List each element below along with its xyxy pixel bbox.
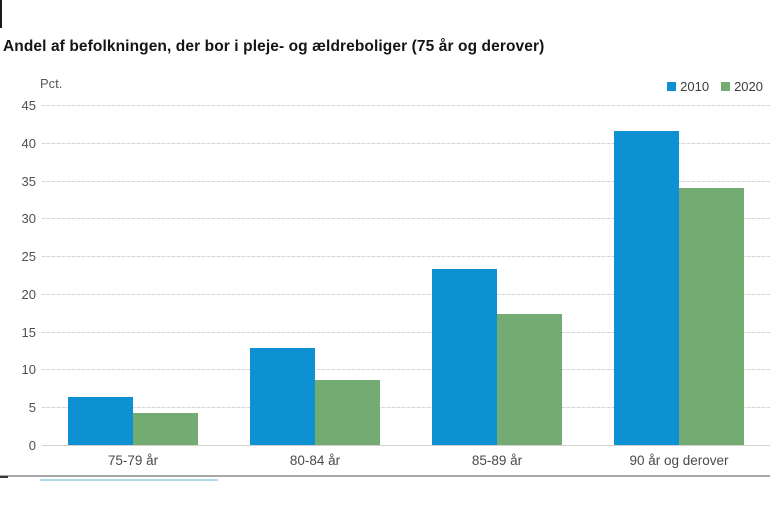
y-tick-label-25: 25 — [21, 249, 36, 265]
plot-area: 45 40 35 30 25 20 15 10 5 0 75-79 år 80-84 år 85-89 … — [22, 99, 770, 468]
legend-swatch-2020 — [721, 82, 731, 91]
gridline-30 — [42, 218, 770, 220]
bottom-divider-line — [0, 475, 770, 477]
y-tick-label-45: 45 — [21, 98, 36, 113]
gridline-10 — [42, 369, 770, 371]
y-tick-label-30: 30 — [21, 211, 36, 227]
bottom-blue-underline — [40, 479, 218, 481]
gridline-15 — [42, 331, 770, 333]
y-tick-label-35: 35 — [21, 173, 36, 189]
bar-2010-80-84-år — [250, 348, 315, 445]
legend-swatch-2010 — [667, 82, 677, 91]
x-tick-label-85-89-år: 85-89 år — [471, 453, 523, 468]
bar-2020-80-84-år — [315, 380, 380, 445]
y-tick-label-10: 10 — [21, 362, 36, 378]
y-tick-label-20: 20 — [21, 286, 36, 302]
gridline-45 — [42, 105, 770, 106]
x-axis-baseline — [42, 445, 770, 446]
bar-2020-90-år-og-derover — [679, 188, 744, 445]
legend-item-2020: 2020 — [721, 79, 763, 94]
gridline-35 — [42, 180, 770, 182]
y-tick-label-40: 40 — [21, 135, 36, 151]
x-tick-label-80-84-år: 80-84 år — [289, 453, 341, 468]
chart-title: Andel af befolkningen, der bor i pleje- … — [3, 38, 545, 55]
bottom-divider-dark-tip — [0, 476, 8, 478]
gridline-5 — [42, 407, 770, 409]
x-tick-label-90-år-og-derover: 90 år og derover — [629, 453, 729, 468]
y-tick-label-15: 15 — [21, 324, 36, 340]
bar-2010-90-år-og-derover — [614, 131, 679, 445]
gridline-20 — [42, 293, 770, 295]
y-axis-unit-label: Pct. — [40, 76, 63, 91]
legend-label-2020: 2020 — [734, 79, 763, 94]
y-tick-label-5: 5 — [28, 400, 36, 416]
chart-legend: 2010 2020 — [667, 79, 763, 94]
y-tick-label-0: 0 — [28, 438, 36, 453]
legend-label-2010: 2010 — [680, 79, 710, 94]
legend-item-2010: 2010 — [667, 79, 709, 94]
gridline-40 — [42, 142, 770, 144]
bar-2020-85-89-år — [497, 314, 562, 445]
bar-2010-85-89-år — [432, 268, 497, 445]
bar-2020-75-79-år — [133, 413, 198, 445]
bar-2010-75-79-år — [68, 397, 133, 445]
x-tick-label-75-79-år: 75-79 år — [107, 453, 159, 468]
crop-artifact-line — [0, 0, 2, 28]
gridline-25 — [42, 256, 770, 258]
